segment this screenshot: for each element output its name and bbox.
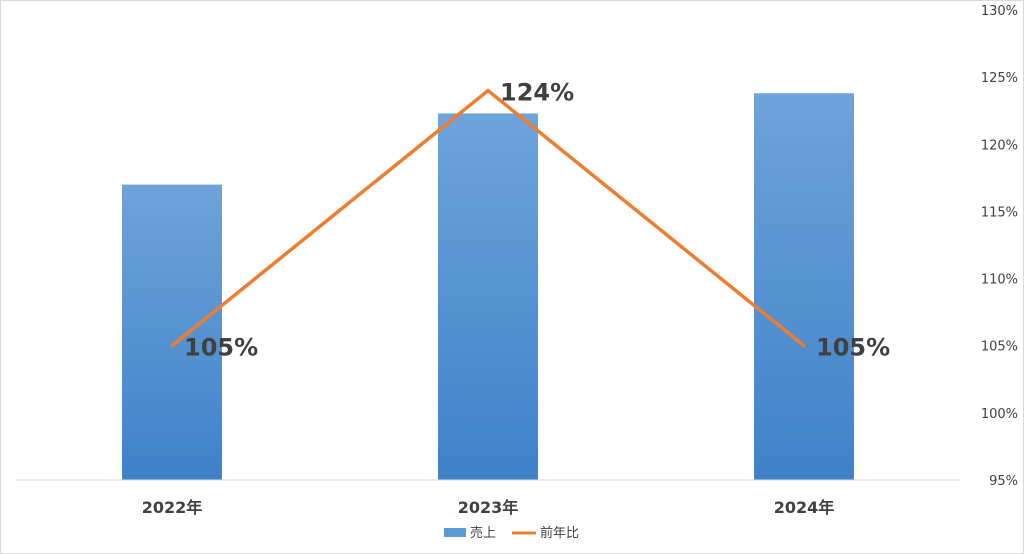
y2-tick-label: 110% [981,273,1018,288]
bar-1 [122,184,222,481]
bar-3 [754,93,854,480]
legend-label: 前年比 [540,525,579,541]
x-category-label: 2023年 [458,498,519,517]
line-point [802,344,806,348]
x-category-label: 2022年 [142,498,203,517]
data-label: 105% [184,334,258,362]
legend-label: 売上 [470,525,496,541]
data-label: 105% [816,334,890,362]
bar-series [122,93,854,481]
y2-tick-label: 130% [981,4,1018,19]
legend: 売上 前年比 [444,525,579,541]
line-point [486,89,490,93]
y2-tick-label: 120% [981,138,1018,153]
legend-swatch-bar [444,528,466,537]
y2-tick-label: 100% [981,407,1018,422]
bar-2 [438,113,538,481]
y2-axis-ticks: 130% 125% 120% 115% 110% 105% 100% 95% [981,4,1018,489]
y2-tick-label: 105% [981,340,1018,355]
line-series: 105% 124% 105% [170,79,890,362]
line-point [170,344,174,348]
y2-tick-label: 125% [981,71,1018,86]
y2-tick-label: 115% [981,205,1018,220]
y2-tick-label: 95% [989,474,1018,489]
x-category-label: 2024年 [774,498,835,517]
data-label: 124% [500,79,574,107]
x-axis-categories: 2022年 2023年 2024年 [142,498,835,517]
